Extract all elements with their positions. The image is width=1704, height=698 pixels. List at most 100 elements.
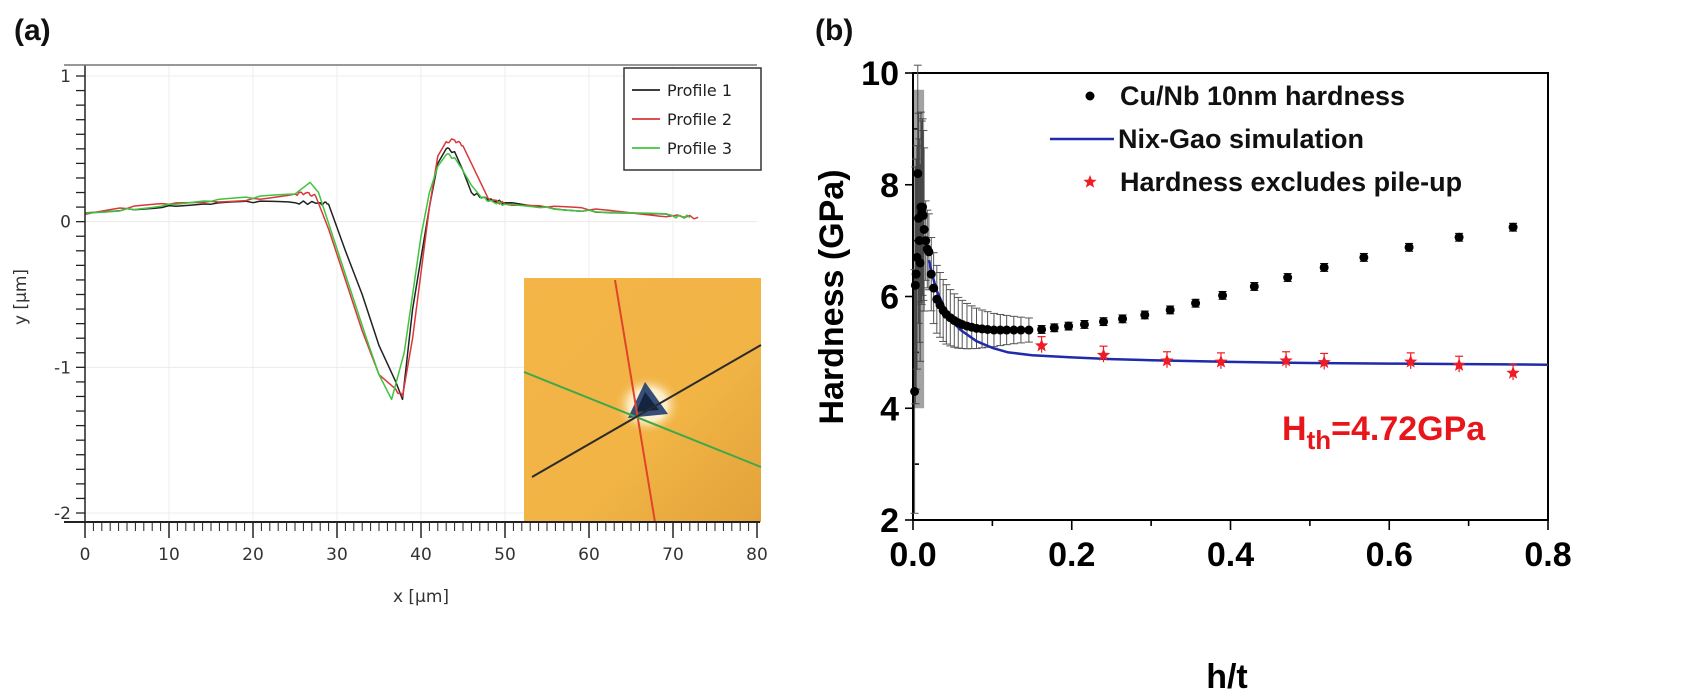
legend-label-nix-gao: Nix-Gao simulation xyxy=(1118,124,1364,154)
hardness-chart: 2 4 6 8 10 0.0 0.2 0.4 0.6 0.8 Cu/Nb 10nm hardnes… xyxy=(813,55,1572,696)
pileup-star-point xyxy=(1214,354,1228,368)
hardness-point xyxy=(1099,317,1108,327)
hardness-point xyxy=(1140,310,1150,320)
hardness-point xyxy=(914,236,924,246)
x-tick-label: 80 xyxy=(746,545,768,565)
pileup-star-point xyxy=(1034,338,1049,352)
hardness-point xyxy=(918,210,928,220)
hardness-point xyxy=(1037,324,1047,334)
y-tick-label: 6 xyxy=(880,279,899,317)
y-tick-label: 8 xyxy=(880,167,899,205)
pileup-star-point xyxy=(1506,366,1520,379)
y-tick-label: 2 xyxy=(880,502,899,540)
x-tick-label: 0.6 xyxy=(1366,536,1413,574)
y-tick-label: 4 xyxy=(880,390,899,428)
inset-profile-2-line xyxy=(614,279,656,523)
axes: 2 4 6 8 10 0.0 0.2 0.4 0.6 0.8 xyxy=(861,55,1571,574)
hardness-series xyxy=(910,169,1549,396)
error-band xyxy=(913,89,925,409)
hardness-point xyxy=(1118,314,1128,324)
pileup-star-point xyxy=(1279,353,1293,367)
hardness-point xyxy=(1319,262,1329,272)
hardness-point xyxy=(1024,325,1034,335)
hardness-point xyxy=(929,283,939,293)
hardness-point xyxy=(918,202,928,212)
legend-label-profile-2: Profile 2 xyxy=(667,110,732,129)
x-tick-label: 20 xyxy=(242,545,264,565)
hardness-point xyxy=(910,386,920,396)
axes: 10-1-20 10 20 30 40 50 60 70 80 xyxy=(54,64,768,565)
hardness-point xyxy=(1049,323,1059,333)
hardness-point xyxy=(989,325,999,335)
legend: Cu/Nb 10nm hardness Nix-Gao simulation H… xyxy=(1050,81,1462,197)
legend-marker-star xyxy=(1083,175,1097,188)
pileup-star-point xyxy=(1160,353,1174,367)
x-tick-label: 50 xyxy=(494,545,516,565)
panel-label-b: (b) xyxy=(815,14,853,47)
series-line-profile-3 xyxy=(85,153,691,401)
y-tick-label: 0 xyxy=(60,213,71,233)
legend-label-profile-3: Profile 3 xyxy=(667,139,732,158)
y-tick-label: -2 xyxy=(54,504,71,524)
legend-marker-circle xyxy=(1085,91,1095,101)
pileup-star-point xyxy=(1404,354,1418,368)
panel-label-a: (a) xyxy=(14,14,51,47)
x-tick-label: 0 xyxy=(80,545,91,565)
hardness-point xyxy=(919,224,929,234)
hardness-point xyxy=(1079,319,1089,329)
profile-series xyxy=(84,138,699,401)
x-tick-label: 0.8 xyxy=(1524,536,1571,574)
annotation-subscript: th xyxy=(1307,425,1332,455)
hardness-point xyxy=(926,269,936,279)
y-tick-label: -1 xyxy=(54,358,71,378)
pileup-star-point xyxy=(1096,348,1111,361)
hardness-point xyxy=(995,325,1005,335)
x-tick-label: 60 xyxy=(578,545,600,565)
hardness-point xyxy=(915,258,925,268)
hardness-point xyxy=(1404,242,1414,252)
y-axis-label: Hardness (GPa) xyxy=(813,169,851,424)
hardness-point xyxy=(911,269,921,279)
y-tick-label: 10 xyxy=(861,55,899,93)
hardness-point xyxy=(1508,222,1518,232)
hardness-point xyxy=(1064,321,1074,331)
hardness-point xyxy=(913,169,923,179)
y-axis-label: y [µm] xyxy=(11,269,31,325)
pileup-star-point xyxy=(1452,358,1466,371)
hardness-point xyxy=(1191,298,1201,308)
nix-gao-line xyxy=(927,259,1549,366)
hardness-point xyxy=(924,247,934,257)
hardness-point xyxy=(1249,281,1259,291)
x-axis-label: x [µm] xyxy=(393,587,449,607)
legend-label-hardness: Cu/Nb 10nm hardness xyxy=(1120,81,1405,111)
hardness-point xyxy=(1218,290,1228,300)
hardness-point xyxy=(1283,273,1293,283)
y-tick-label: 1 xyxy=(60,67,71,87)
hardness-point xyxy=(910,280,920,290)
hardness-point xyxy=(921,236,931,246)
x-tick-label: 40 xyxy=(410,545,432,565)
legend-label-pileup: Hardness excludes pile-up xyxy=(1120,167,1462,197)
profile-chart: 10-1-20 10 20 30 40 50 60 70 80 Profile 1Profile… xyxy=(11,64,768,607)
afm-inset-image xyxy=(523,278,762,523)
hardness-point xyxy=(1454,232,1464,242)
x-tick-label: 0.2 xyxy=(1048,536,1095,574)
x-tick-label: 70 xyxy=(662,545,684,565)
threshold-hardness-annotation: Hth=4.72GPa xyxy=(1282,410,1486,455)
x-tick-label: 10 xyxy=(158,545,180,565)
legend: Profile 1 Profile 2 Profile 3 xyxy=(623,67,762,171)
hardness-point xyxy=(1165,305,1175,315)
annotation-main: H xyxy=(1282,410,1307,448)
annotation-value: =4.72GPa xyxy=(1331,410,1486,448)
inset-profile-1-line xyxy=(531,344,762,478)
x-tick-label: 0.0 xyxy=(889,536,936,574)
hardness-point xyxy=(1359,252,1369,262)
x-tick-label: 0.4 xyxy=(1207,536,1254,574)
pileup-star-point xyxy=(1317,355,1331,369)
inset-profile-3-line xyxy=(523,371,762,468)
x-tick-label: 30 xyxy=(326,545,348,565)
hardness-point xyxy=(1016,325,1026,335)
x-axis-label: h/t xyxy=(1206,658,1248,696)
hardness-point xyxy=(1002,325,1012,335)
